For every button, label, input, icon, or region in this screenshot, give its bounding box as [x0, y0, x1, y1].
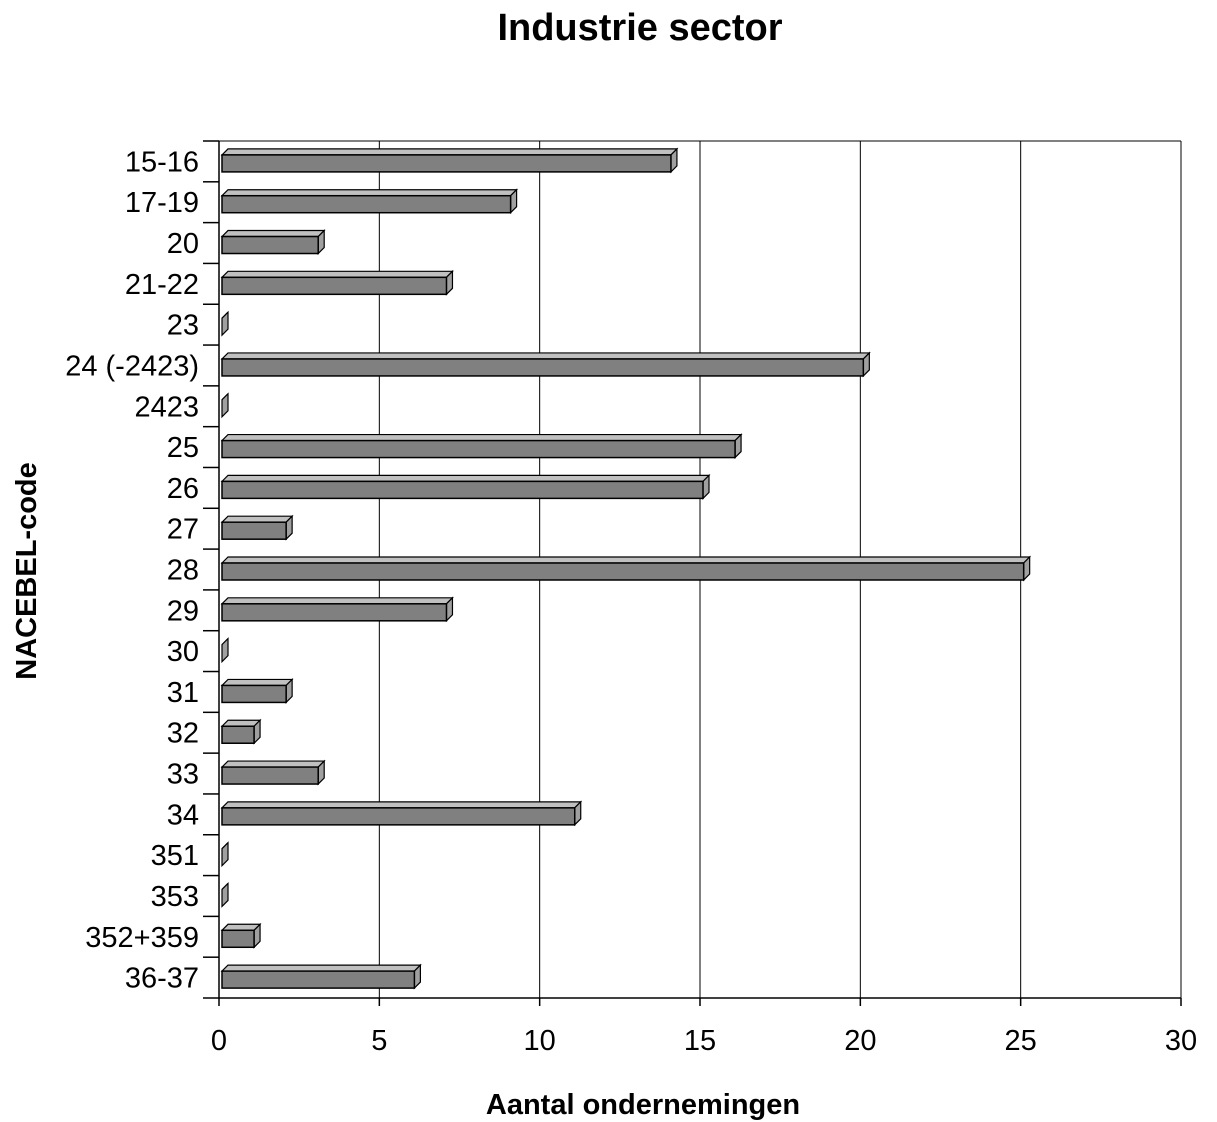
bar-side-face — [221, 310, 229, 337]
bar — [220, 596, 454, 623]
bar — [220, 147, 679, 174]
bar — [220, 922, 262, 949]
y-tick-label: 15-16 — [125, 146, 199, 178]
bar-front-face — [221, 766, 319, 785]
bar — [220, 677, 294, 704]
bar-top-face — [220, 189, 519, 197]
bar-front-face — [221, 154, 672, 173]
bar — [221, 882, 229, 908]
y-tick-label: 21-22 — [125, 269, 199, 301]
y-tick-label: 29 — [167, 595, 199, 627]
bar-top-face — [220, 964, 422, 972]
bar — [220, 718, 262, 745]
bar-front-face — [221, 603, 448, 622]
y-tick-label: 20 — [167, 228, 199, 260]
bar — [220, 188, 519, 215]
bar-front-face — [221, 276, 448, 296]
bar — [220, 229, 326, 255]
y-tick-label: 17-19 — [125, 187, 199, 219]
bar-front-face — [221, 235, 319, 255]
y-tick-labels: 15-16 17-19 20 21-22 23 24 (-2423) 2423 25 26 27 2… — [65, 146, 199, 994]
bar — [220, 351, 871, 378]
y-tick-label: 25 — [167, 432, 199, 464]
bar — [220, 759, 326, 786]
bar-front-face — [221, 194, 512, 214]
y-axis-title: NACEBEL-code — [11, 462, 43, 680]
bar — [221, 310, 229, 337]
bar-top-face — [220, 597, 454, 605]
bar — [220, 514, 294, 541]
x-tick-label: 25 — [1005, 1025, 1037, 1057]
bar-top-face — [220, 229, 326, 238]
bar-top-face — [220, 678, 294, 687]
x-tick-label: 20 — [844, 1025, 876, 1057]
bar-side-face — [221, 392, 229, 419]
bar — [220, 473, 711, 500]
bars — [220, 147, 1032, 990]
axes — [203, 140, 1182, 1006]
x-tick-label: 15 — [684, 1025, 716, 1057]
y-tick-label: 30 — [167, 636, 199, 668]
bar-front-face — [221, 929, 255, 949]
y-tick-label: 28 — [167, 555, 199, 587]
bar-top-face — [220, 474, 711, 482]
bar-front-face — [221, 807, 576, 826]
bar-side-face — [221, 841, 229, 868]
bar-top-face — [220, 556, 1032, 564]
y-tick-label: 24 (-2423) — [65, 350, 199, 382]
y-tick-label: 34 — [167, 799, 199, 831]
bar-side-face — [221, 637, 229, 664]
y-tick-label: 2423 — [134, 391, 199, 423]
x-tick-labels: 0 5 10 15 20 25 30 — [211, 1025, 1197, 1057]
bar-front-face — [221, 970, 416, 989]
bar-front-face — [221, 439, 736, 459]
x-tick-label: 0 — [211, 1025, 227, 1057]
y-tick-label: 23 — [167, 310, 199, 342]
bar-top-face — [220, 760, 326, 768]
bar-top-face — [220, 801, 583, 809]
bar-front-face — [221, 521, 287, 540]
bar-side-face — [221, 882, 229, 908]
x-tick-label: 30 — [1165, 1025, 1197, 1057]
bar-top-face — [220, 148, 679, 156]
y-tick-label: 33 — [167, 759, 199, 791]
bar — [220, 269, 454, 296]
bar — [221, 637, 229, 664]
x-tick-label: 10 — [524, 1025, 556, 1057]
chart-title: Industrie sector — [497, 7, 782, 49]
y-tick-label: 36-37 — [125, 963, 199, 995]
bar-front-face — [221, 684, 287, 704]
bar-top-face — [220, 270, 454, 278]
y-tick-label: 32 — [167, 718, 199, 750]
bar — [220, 800, 583, 827]
bar — [221, 841, 229, 868]
bar-front-face — [221, 358, 865, 377]
bar — [221, 392, 229, 419]
bar-top-face — [220, 515, 294, 523]
bar-front-face — [221, 480, 704, 500]
y-tick-label: 353 — [151, 881, 199, 913]
bar — [220, 555, 1032, 582]
bar — [220, 963, 422, 990]
bar-front-face — [221, 562, 1025, 581]
x-axis-title: Aantal ondernemingen — [486, 1089, 800, 1121]
x-tick-label: 5 — [371, 1025, 387, 1057]
bar-top-face — [220, 352, 871, 360]
bar-front-face — [221, 725, 255, 744]
y-tick-label: 352+359 — [85, 922, 199, 954]
y-tick-label: 351 — [151, 840, 199, 872]
y-tick-label: 27 — [167, 514, 199, 546]
bar-top-face — [220, 433, 743, 442]
y-tick-label: 31 — [167, 677, 199, 709]
y-tick-label: 26 — [167, 473, 199, 505]
bar — [220, 433, 743, 460]
